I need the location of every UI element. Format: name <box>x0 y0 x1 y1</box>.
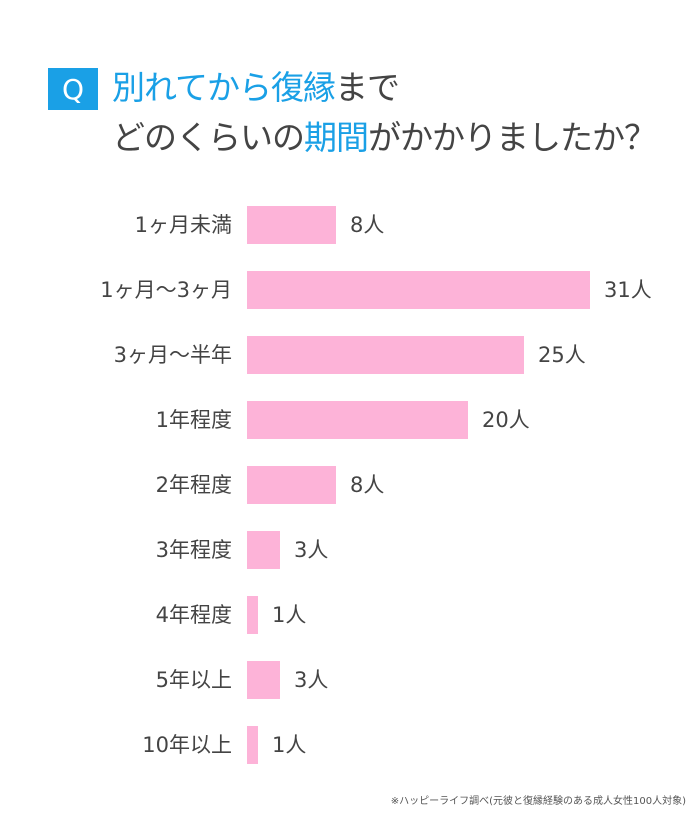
bar <box>247 661 280 699</box>
bar <box>247 531 280 569</box>
bar-row: 10年以上 1人 <box>0 726 700 764</box>
footnote: ※ハッピーライフ調べ(元彼と復縁経験のある成人女性100人対象) <box>390 796 686 807</box>
title-highlight-1: 別れてから復縁 <box>112 68 336 107</box>
bar <box>247 401 468 439</box>
bar <box>247 271 590 309</box>
category-label: 10年以上 <box>142 733 232 757</box>
value-label: 25人 <box>538 343 586 367</box>
bar-row: 1ヶ月〜3ヶ月 31人 <box>0 271 700 309</box>
bar <box>247 336 524 374</box>
value-label: 3人 <box>294 668 329 692</box>
category-label: 3ヶ月〜半年 <box>113 343 232 367</box>
bar-row: 3年程度 3人 <box>0 531 700 569</box>
category-label: 1年程度 <box>155 408 232 432</box>
title-highlight-2: 期間 <box>304 118 369 157</box>
bar <box>247 466 336 504</box>
title-text-2b: がかかりましたか？ <box>368 118 657 157</box>
value-label: 3人 <box>294 538 329 562</box>
bar-row: 1ヶ月未満 8人 <box>0 206 700 244</box>
title-line-2: どのくらいの期間がかかりましたか？ <box>112 114 657 162</box>
value-label: 1人 <box>272 733 307 757</box>
bar <box>247 726 258 764</box>
bar <box>247 206 336 244</box>
bar-row: 1年程度 20人 <box>0 401 700 439</box>
category-label: 1ヶ月未満 <box>134 213 232 237</box>
bar-row: 3ヶ月〜半年 25人 <box>0 336 700 374</box>
category-label: 5年以上 <box>155 668 232 692</box>
value-label: 20人 <box>482 408 530 432</box>
category-label: 1ヶ月〜3ヶ月 <box>100 278 232 302</box>
value-label: 31人 <box>604 278 652 302</box>
title-text-1: まで <box>335 68 400 107</box>
bar-row: 5年以上 3人 <box>0 661 700 699</box>
question-badge: Q <box>48 68 98 110</box>
category-label: 3年程度 <box>155 538 232 562</box>
bar <box>247 596 258 634</box>
category-label: 4年程度 <box>155 603 232 627</box>
category-label: 2年程度 <box>155 473 232 497</box>
bar-row: 2年程度 8人 <box>0 466 700 504</box>
title-text-2a: どのくらいの <box>112 118 305 157</box>
bar-row: 4年程度 1人 <box>0 596 700 634</box>
value-label: 1人 <box>272 603 307 627</box>
value-label: 8人 <box>350 473 385 497</box>
title-line-1: 別れてから復縁まで <box>112 64 400 112</box>
value-label: 8人 <box>350 213 385 237</box>
